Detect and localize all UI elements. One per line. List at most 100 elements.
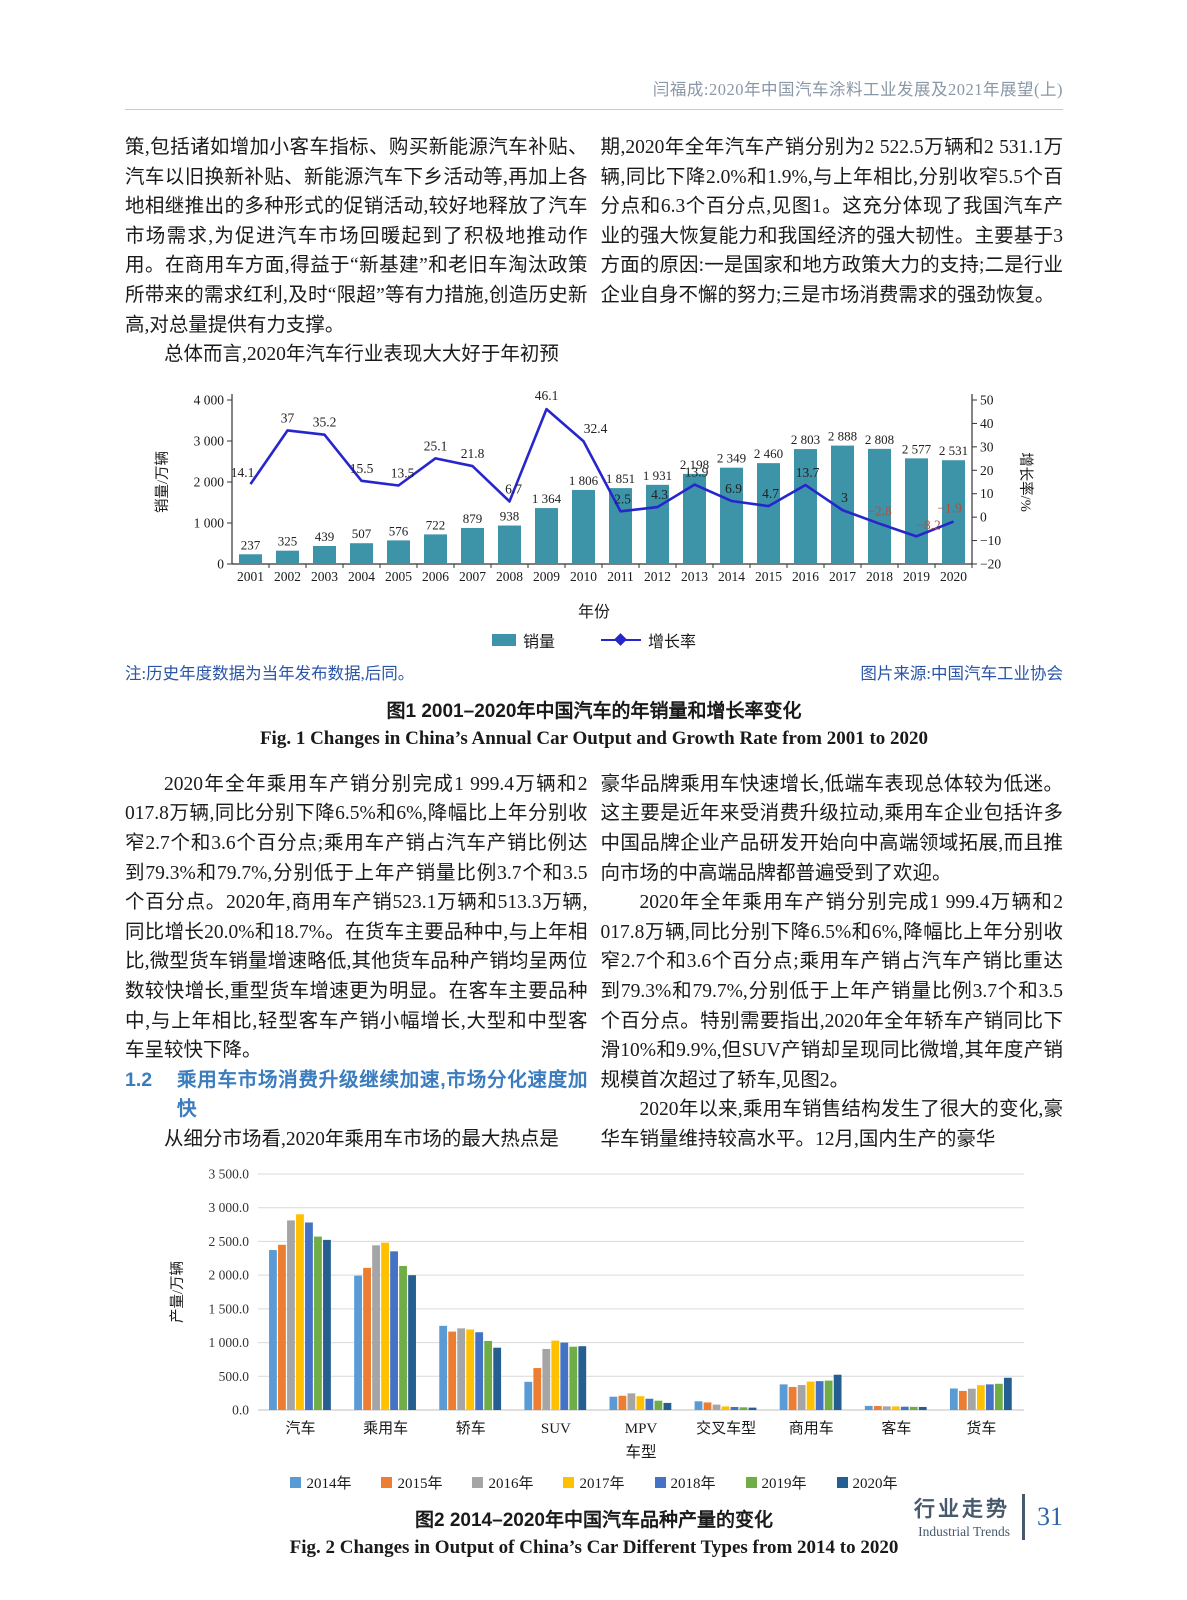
svg-text:32.4: 32.4 — [584, 421, 608, 436]
svg-text:2009: 2009 — [533, 569, 560, 584]
footer-section-en: Industrial Trends — [918, 1524, 1010, 1539]
svg-text:3: 3 — [841, 490, 848, 505]
legend-item: 2014年 — [290, 1472, 351, 1493]
svg-text:2 500.0: 2 500.0 — [209, 1234, 250, 1249]
svg-text:2008: 2008 — [496, 569, 523, 584]
svg-text:2018: 2018 — [866, 569, 893, 584]
svg-text:3 000: 3 000 — [194, 433, 225, 448]
svg-text:车型: 车型 — [625, 1443, 656, 1461]
svg-text:1 000.0: 1 000.0 — [209, 1336, 250, 1351]
svg-text:15.5: 15.5 — [350, 461, 374, 476]
svg-text:2 000: 2 000 — [194, 474, 225, 489]
svg-text:2010: 2010 — [570, 569, 597, 584]
figure-source-note: 图片来源:中国汽车工业协会 — [860, 663, 1063, 683]
svg-text:10: 10 — [980, 486, 994, 501]
paragraph: 2020年全年乘用车产销分别完成1 999.4万辆和2 017.8万辆,同比分别… — [600, 892, 1064, 1091]
text-column-left: 2020年全年乘用车产销分别完成1 999.4万辆和2 017.8万辆,同比分别… — [125, 770, 588, 1155]
svg-text:2015: 2015 — [755, 569, 782, 584]
svg-text:0.0: 0.0 — [232, 1403, 249, 1418]
legend-label: 2018年 — [670, 1476, 716, 1493]
diamond-marker-icon — [614, 632, 627, 646]
sales-bar-swatch — [491, 633, 516, 646]
svg-text:2 198: 2 198 — [680, 457, 709, 472]
svg-text:1 500.0: 1 500.0 — [209, 1302, 250, 1317]
paragraph: 策,包括诸如增加小客车指标、购买新能源汽车补贴、汽车以旧换新补贴、新能源汽车下乡… — [125, 137, 588, 336]
svg-text:客车: 客车 — [881, 1420, 911, 1437]
legend-label: 2020年 — [852, 1476, 898, 1493]
svg-text:乘用车: 乘用车 — [363, 1420, 408, 1437]
svg-text:0: 0 — [217, 556, 224, 571]
text-column-left: 策,包括诸如增加小客车指标、购买新能源汽车补贴、汽车以旧换新补贴、新能源汽车下乡… — [125, 133, 588, 370]
svg-text:2020: 2020 — [940, 569, 967, 584]
figure-1-x-axis-title: 年份 — [577, 603, 610, 621]
svg-text:−2.8: −2.8 — [867, 503, 892, 518]
svg-text:2011: 2011 — [607, 569, 634, 584]
svg-text:2012: 2012 — [644, 569, 671, 584]
figure-1-notes: 注:历史年度数据为当年发布数据,后同。 图片来源:中国汽车工业协会 — [125, 660, 1063, 684]
svg-text:货车: 货车 — [966, 1420, 996, 1437]
legend-swatch — [381, 1477, 393, 1489]
svg-text:879: 879 — [463, 511, 483, 526]
svg-text:2 808: 2 808 — [865, 432, 894, 447]
svg-text:2014: 2014 — [718, 569, 745, 584]
growth-line-swatch — [601, 632, 641, 646]
svg-text:722: 722 — [426, 517, 446, 532]
svg-text:轿车: 轿车 — [456, 1420, 486, 1437]
legend-label: 2014年 — [306, 1476, 352, 1493]
svg-text:2013: 2013 — [681, 569, 708, 584]
svg-text:MPV: MPV — [625, 1421, 658, 1437]
legend-swatch — [745, 1477, 757, 1489]
svg-text:507: 507 — [352, 526, 372, 541]
legend-label: 增长率 — [648, 633, 697, 651]
text-block-1: 策,包括诸如增加小客车指标、购买新能源汽车补贴、汽车以旧换新补贴、新能源汽车下乡… — [125, 133, 1063, 370]
svg-text:2004: 2004 — [348, 569, 375, 584]
svg-text:2 349: 2 349 — [717, 450, 746, 465]
legend-item: 2015年 — [381, 1472, 442, 1493]
figure-2-caption-zh: 图2 2014–2020年中国汽车品种产量的变化 — [415, 1510, 773, 1532]
svg-text:销量/万辆: 销量/万辆 — [154, 451, 171, 513]
svg-text:2001: 2001 — [237, 569, 264, 584]
svg-text:237: 237 — [241, 537, 261, 552]
svg-text:3 500.0: 3 500.0 — [209, 1167, 250, 1182]
svg-text:2 000.0: 2 000.0 — [209, 1268, 250, 1283]
svg-text:2.5: 2.5 — [614, 491, 631, 506]
paragraph: 豪华品牌乘用车快速增长,低端车表现总体较为低迷。这主要是近年来受消费升级拉动,乘… — [600, 773, 1064, 884]
legend-swatch — [563, 1477, 575, 1489]
paragraph: 期,2020年全年汽车产销分别为2 522.5万辆和2 531.1万辆,同比下降… — [600, 137, 1064, 306]
svg-text:2 888: 2 888 — [828, 428, 857, 443]
svg-text:商用车: 商用车 — [789, 1420, 834, 1437]
svg-text:−8.2: −8.2 — [916, 517, 941, 532]
figure-1-caption-en: Fig. 1 Changes in China’s Annual Car Out… — [259, 727, 929, 749]
svg-text:1 851: 1 851 — [606, 471, 635, 486]
svg-text:2 460: 2 460 — [754, 446, 783, 461]
svg-text:SUV: SUV — [541, 1421, 571, 1437]
svg-text:14.1: 14.1 — [231, 465, 255, 480]
legend-item: 2020年 — [836, 1472, 898, 1493]
svg-text:4.3: 4.3 — [651, 487, 668, 502]
svg-text:4 000: 4 000 — [194, 392, 225, 407]
svg-text:4.7: 4.7 — [762, 486, 779, 501]
svg-text:20: 20 — [980, 463, 994, 478]
svg-text:2017: 2017 — [829, 569, 856, 584]
text-column-right: 期,2020年全年汽车产销分别为2 522.5万辆和2 531.1万辆,同比下降… — [601, 133, 1064, 370]
svg-text:325: 325 — [278, 533, 298, 548]
svg-text:2 531: 2 531 — [939, 443, 968, 458]
paragraph: 2020年以来,乘用车销售结构发生了很大的变化,豪华车销量维持较高水平。12月,… — [600, 1099, 1064, 1150]
svg-text:6.7: 6.7 — [505, 481, 522, 496]
svg-text:13.5: 13.5 — [391, 465, 415, 480]
svg-text:35.2: 35.2 — [313, 414, 337, 429]
svg-text:汽车: 汽车 — [286, 1420, 316, 1437]
svg-text:2 577: 2 577 — [902, 441, 932, 456]
svg-text:50: 50 — [980, 392, 994, 407]
svg-text:40: 40 — [980, 416, 994, 431]
page-number: 31 — [1037, 1501, 1063, 1531]
paragraph: 2020年全年乘用车产销分别完成1 999.4万辆和2 017.8万辆,同比分别… — [125, 773, 588, 1062]
legend-label: 2017年 — [579, 1476, 625, 1493]
legend-item-sales: 销量 — [491, 628, 555, 652]
legend-label: 2019年 — [761, 1476, 807, 1493]
svg-text:6.9: 6.9 — [725, 481, 742, 496]
svg-text:2016: 2016 — [792, 569, 819, 584]
svg-text:938: 938 — [500, 508, 520, 523]
svg-text:2006: 2006 — [422, 569, 449, 584]
